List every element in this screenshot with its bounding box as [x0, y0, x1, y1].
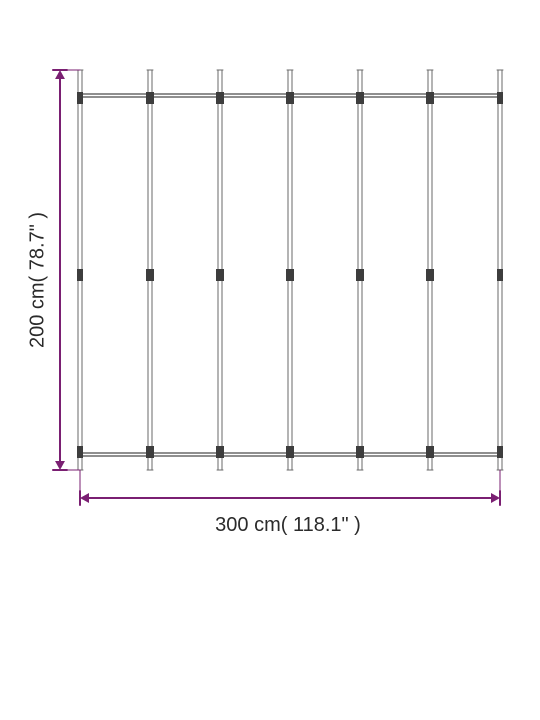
width-dimension-label: 300 cm( 118.1" ): [215, 514, 361, 537]
height-dimension-label: 200 cm( 78.7" ): [27, 212, 50, 348]
diagram-stage: 200 cm( 78.7" ) 300 cm( 118.1" ): [0, 0, 540, 720]
dimension-diagram: [0, 0, 540, 720]
